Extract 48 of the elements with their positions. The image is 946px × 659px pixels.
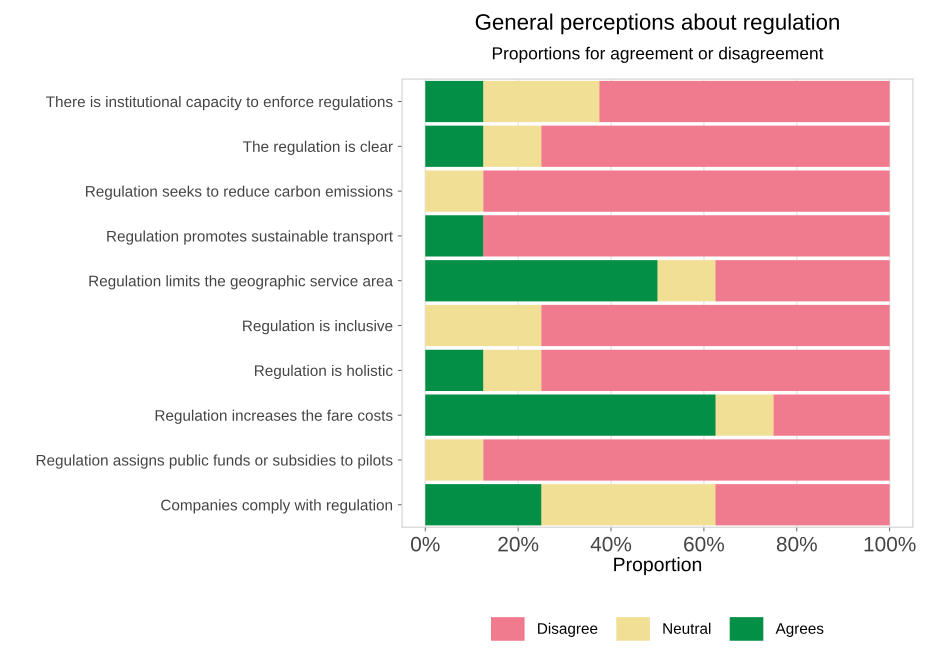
y-tick-label: Regulation increases the fare costs bbox=[156, 410, 392, 424]
y-tick-label: Regulation seeks to reduce carbon emissions bbox=[86, 186, 392, 200]
bar bbox=[483, 126, 542, 167]
y-tick-label: Regulation limits the geographic service area bbox=[89, 275, 394, 290]
bar bbox=[599, 80, 890, 122]
chart-title: General perceptions about regulation bbox=[476, 14, 839, 34]
y-tick-label: The regulation is clear bbox=[243, 140, 393, 156]
bar bbox=[716, 484, 890, 526]
bar bbox=[541, 350, 890, 391]
y-tick-label: Regulation promotes sustainable transport bbox=[107, 230, 393, 245]
x-tick-label: 80% bbox=[776, 536, 817, 552]
bar bbox=[425, 126, 484, 167]
y-tick-label: Companies comply with regulation bbox=[161, 499, 392, 514]
bar bbox=[483, 80, 600, 122]
bar bbox=[541, 484, 716, 526]
bar bbox=[657, 260, 716, 302]
bar bbox=[483, 170, 890, 212]
bar bbox=[716, 260, 890, 302]
bar bbox=[425, 484, 542, 526]
bar bbox=[425, 439, 484, 481]
y-tick-label: Regulation is inclusive bbox=[243, 320, 392, 334]
bar bbox=[774, 394, 890, 436]
bar bbox=[541, 304, 890, 346]
bar bbox=[425, 394, 716, 436]
y-tick-label: There is institutional capacity to enforce regulations bbox=[46, 96, 392, 110]
bar bbox=[483, 439, 890, 481]
x-tick-label: 20% bbox=[498, 536, 538, 552]
bar bbox=[716, 394, 774, 436]
x-tick-label: 60% bbox=[684, 536, 724, 552]
chart-subtitle: Proportions for agreement or disagreement bbox=[492, 46, 824, 63]
legend-label: Agrees bbox=[776, 623, 824, 637]
bar bbox=[541, 126, 890, 167]
y-tick-label: Regulation assigns public funds or subsidies to pilots bbox=[36, 454, 392, 469]
bar bbox=[425, 170, 484, 212]
bar bbox=[483, 350, 542, 391]
x-tick-label: 40% bbox=[590, 536, 632, 552]
bar bbox=[425, 80, 484, 122]
legend-label: Neutral bbox=[663, 622, 710, 634]
x-axis-title: Proportion bbox=[614, 557, 702, 576]
bar bbox=[425, 215, 484, 257]
legend-label: Disagree bbox=[538, 622, 598, 637]
bar bbox=[425, 350, 484, 391]
bar bbox=[425, 260, 658, 302]
bar bbox=[425, 304, 542, 346]
x-tick-label: 100% bbox=[864, 536, 916, 552]
bar bbox=[483, 215, 890, 257]
x-tick-label: 0% bbox=[411, 536, 440, 552]
y-tick-label: Regulation is holistic bbox=[255, 364, 393, 380]
